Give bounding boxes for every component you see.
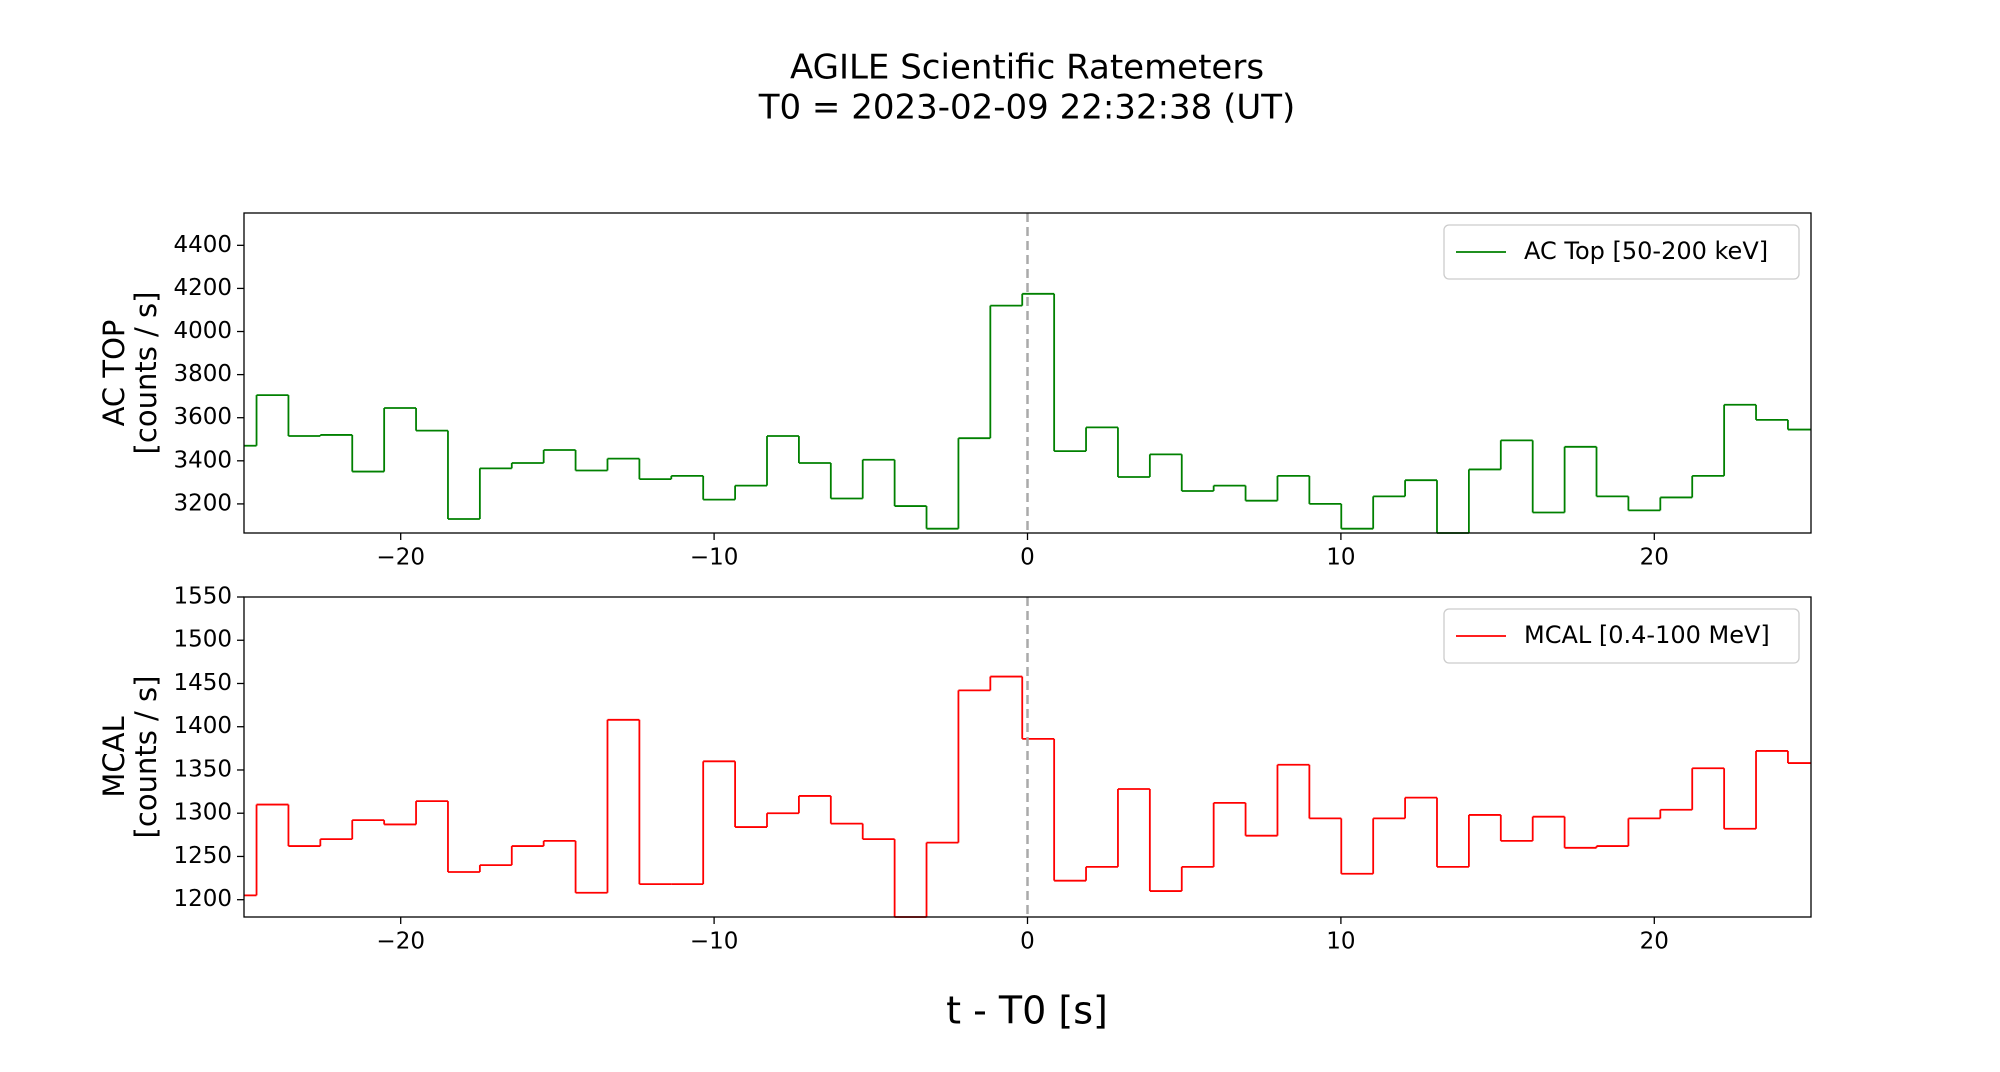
y-tick-label: 3800 [173, 361, 232, 387]
legend-box [1443, 608, 1800, 664]
y-axis-label: [counts / s] [129, 292, 163, 455]
y-tick-label: 1300 [173, 800, 232, 826]
x-tick-label: −20 [376, 545, 425, 571]
axes-frame [243, 596, 1812, 918]
y-tick-label: 3200 [173, 490, 232, 516]
x-tick-label: 10 [1326, 929, 1355, 955]
x-axis-label: t - T0 [s] [946, 989, 1108, 1033]
title: AGILE Scientific Ratemeters [790, 48, 1264, 88]
axes-frame [243, 212, 1812, 534]
x-tick-label: 20 [1640, 929, 1669, 955]
legend-box [1443, 224, 1800, 280]
y-tick-label: 4400 [173, 232, 232, 258]
y-tick-label: 1250 [173, 843, 232, 869]
x-tick-label: −10 [690, 929, 739, 955]
plot-area [244, 292, 1811, 534]
y-axis-label: [counts / s] [129, 676, 163, 839]
x-tick-label: −10 [690, 545, 739, 571]
y-tick-label: 3400 [173, 447, 232, 473]
y-tick-label: 1500 [173, 627, 232, 653]
legend-label: AC Top [50-200 keV] [1524, 237, 1768, 265]
y-tick-label: 1450 [173, 670, 232, 696]
plot-area [244, 675, 1811, 918]
y-axis-label: MCAL [97, 716, 131, 797]
y-tick-label: 1550 [173, 584, 232, 610]
y-tick-label: 1200 [173, 886, 232, 912]
x-tick-label: 0 [1020, 929, 1035, 955]
x-tick-label: 0 [1020, 545, 1035, 571]
y-tick-label: 1350 [173, 756, 232, 782]
y-tick-label: 4000 [173, 318, 232, 344]
y-axis-label: AC TOP [97, 320, 131, 427]
y-tick-label: 4200 [173, 275, 232, 301]
y-tick-label: 1400 [173, 713, 232, 739]
x-tick-label: 10 [1326, 545, 1355, 571]
x-tick-label: −20 [376, 929, 425, 955]
y-tick-label: 3600 [173, 404, 232, 430]
x-tick-label: 20 [1640, 545, 1669, 571]
legend-label: MCAL [0.4-100 MeV] [1524, 621, 1770, 649]
subtitle: T0 = 2023-02-09 22:32:38 (UT) [758, 88, 1296, 128]
